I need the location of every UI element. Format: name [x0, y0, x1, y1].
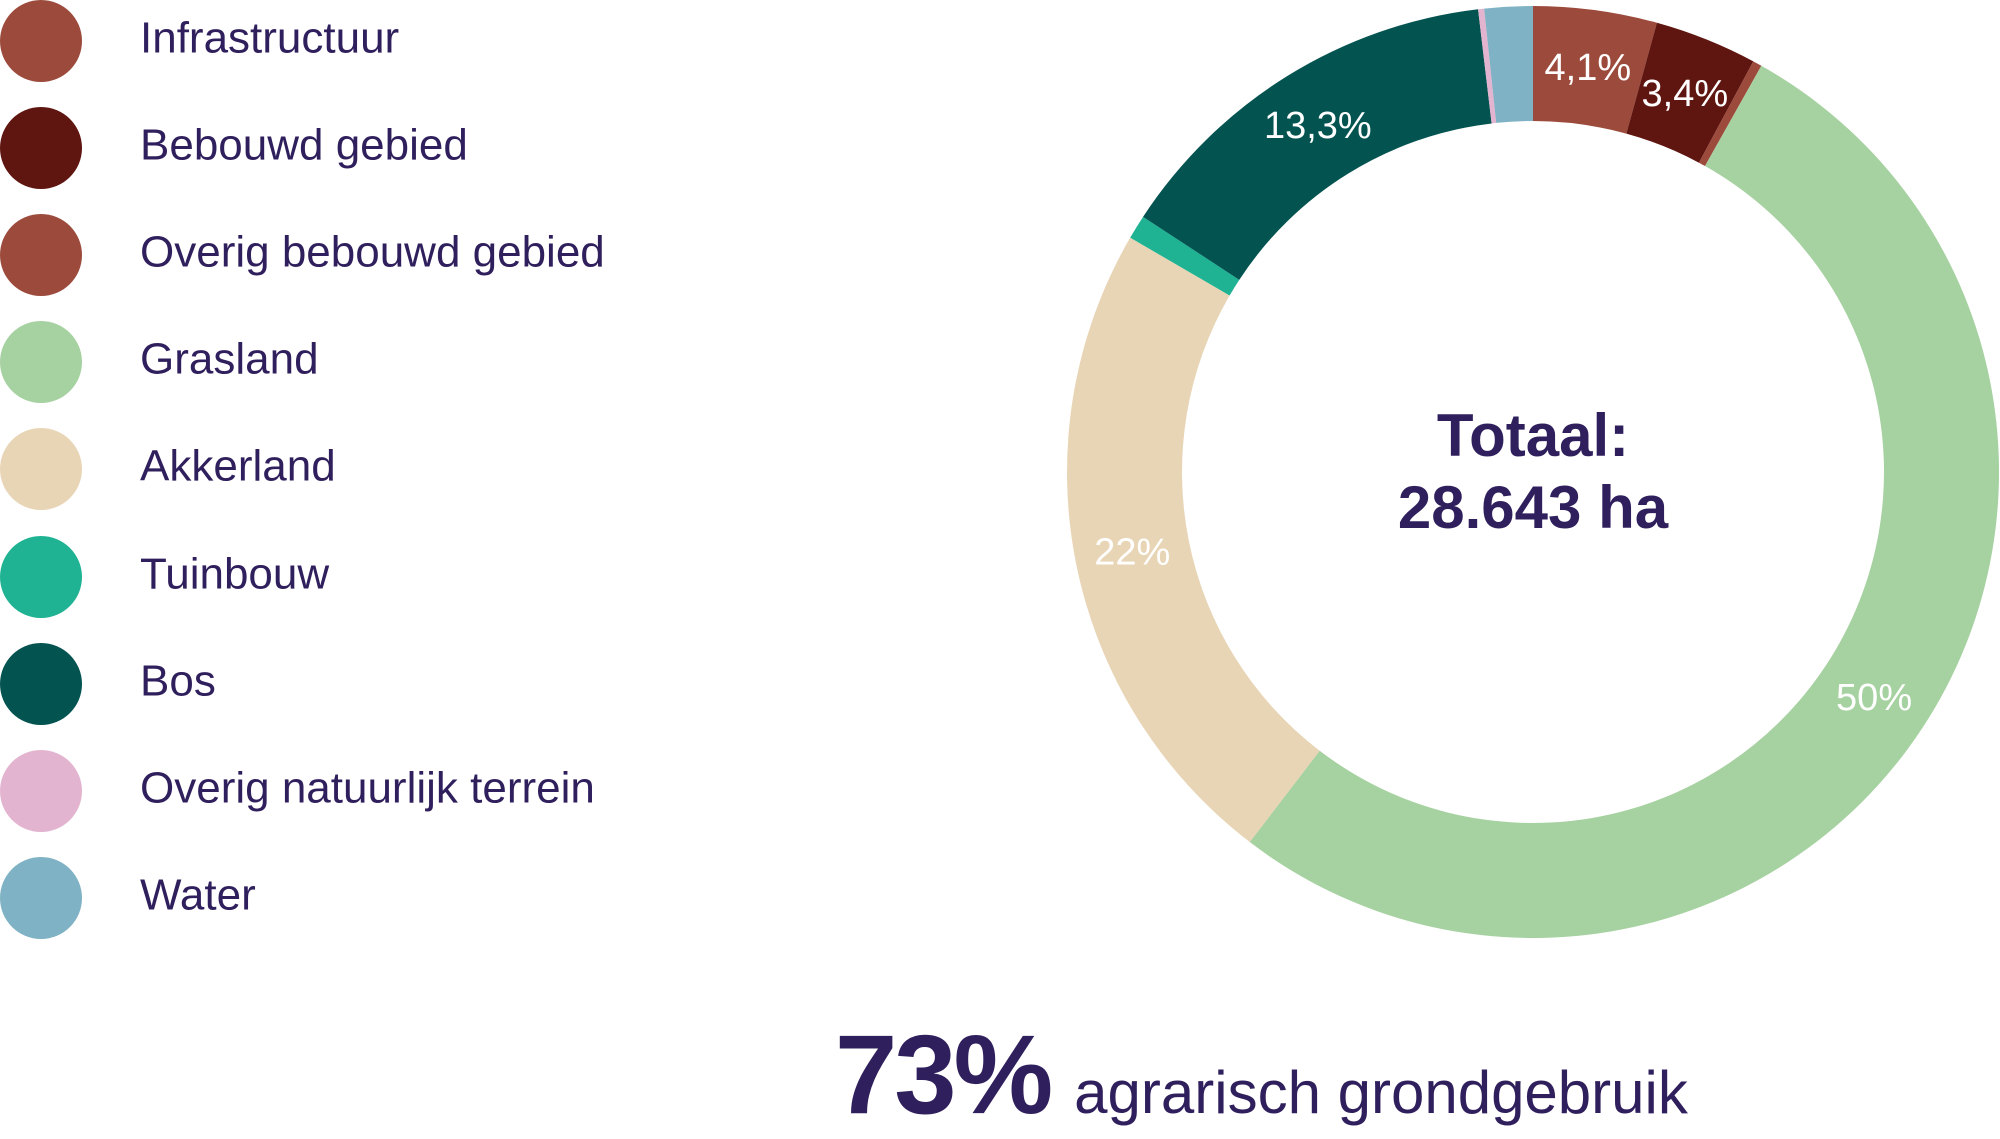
legend-item: Bebouwd gebied	[0, 107, 468, 189]
legend-label: Water	[140, 870, 256, 920]
slice-label: 3,4%	[1642, 73, 1729, 115]
legend-item: Overig bebouwd gebied	[0, 214, 605, 296]
agricultural-percentage: 73%	[835, 1012, 1053, 1137]
legend-label: Akkerland	[140, 441, 336, 491]
legend-item: Bos	[0, 643, 216, 725]
slice-infrastructuur	[1533, 6, 1657, 134]
legend-swatch	[0, 643, 82, 725]
legend-swatch	[0, 428, 82, 510]
slice-grasland	[1249, 65, 1999, 938]
slice-overig-bebouwd-gebied	[1698, 61, 1762, 167]
slice-label: 22%	[1094, 531, 1170, 573]
legend-swatch	[0, 857, 82, 939]
slice-tuinbouw	[1130, 216, 1240, 296]
legend-item: Water	[0, 857, 256, 939]
legend-label: Bos	[140, 656, 216, 706]
slice-bebouwd-gebied	[1626, 22, 1754, 163]
legend-item: Infrastructuur	[0, 0, 399, 82]
total-label: Totaal:	[1436, 402, 1630, 469]
legend-label: Overig bebouwd gebied	[140, 227, 605, 277]
legend-item: Overig natuurlijk terrein	[0, 750, 595, 832]
total-value: 28.643 ha	[1397, 474, 1669, 541]
legend-item: Akkerland	[0, 428, 336, 510]
slice-label: 4,1%	[1545, 47, 1632, 89]
legend-swatch	[0, 321, 82, 403]
legend-item: Grasland	[0, 321, 319, 403]
legend-swatch	[0, 0, 82, 82]
slice-overig-natuurlijk-terrein	[1478, 8, 1497, 124]
legend-swatch	[0, 107, 82, 189]
legend-label: Bebouwd gebied	[140, 120, 468, 170]
legend-item: Tuinbouw	[0, 536, 329, 618]
legend-label: Infrastructuur	[140, 13, 400, 63]
agricultural-caption: agrarisch grondgebruik	[1074, 1059, 1688, 1126]
slice-water	[1484, 6, 1533, 123]
footer-summary: 73% agrarisch grondgebruik	[835, 1010, 1688, 1139]
legend-swatch	[0, 750, 82, 832]
slice-label: 13,3%	[1264, 105, 1372, 147]
slice-akkerland	[1066, 237, 1320, 843]
center-total: Totaal: 28.643 ha	[1333, 400, 1733, 544]
legend-label: Grasland	[140, 334, 319, 384]
slice-label: 50%	[1836, 677, 1912, 719]
legend-swatch	[0, 214, 82, 296]
slice-bos	[1143, 9, 1492, 280]
legend-label: Overig natuurlijk terrein	[140, 763, 595, 813]
legend-swatch	[0, 536, 82, 618]
legend-label: Tuinbouw	[140, 549, 330, 599]
